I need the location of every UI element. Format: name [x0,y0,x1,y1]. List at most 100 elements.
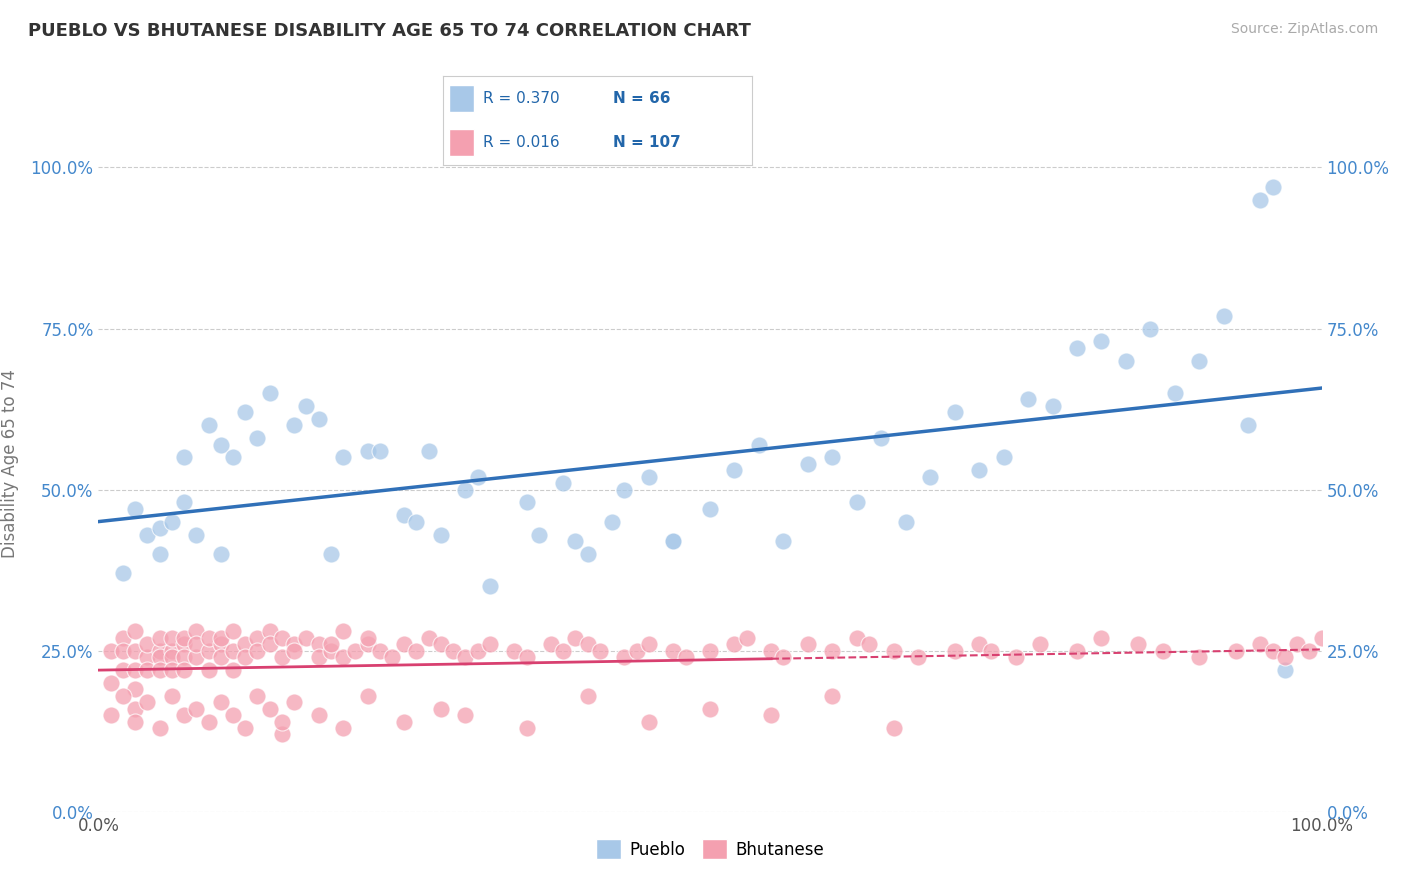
Point [319,643,342,657]
Point [515,650,537,665]
Point [576,547,599,561]
Point [1115,353,1137,368]
Point [173,708,195,723]
Point [259,701,281,715]
Bar [449,129,474,156]
Point [332,450,354,465]
Point [319,637,342,651]
Point [772,650,794,665]
Point [454,708,477,723]
Point [222,450,245,465]
Point [638,714,661,729]
Text: R = 0.016: R = 0.016 [484,136,560,150]
Point [124,643,146,657]
Point [1152,643,1174,657]
Point [540,637,562,651]
Y-axis label: Disability Age 65 to 74: Disability Age 65 to 74 [1,369,20,558]
Point [430,701,453,715]
Point [186,701,208,715]
Point [845,495,868,509]
Point [870,431,893,445]
Point [1249,193,1271,207]
Point [160,650,183,665]
Point [160,643,183,657]
Point [259,624,281,639]
Point [662,534,685,549]
Point [1017,392,1039,407]
Point [478,579,501,593]
Point [699,502,721,516]
Point [233,405,256,419]
Point [503,643,526,657]
Point [1090,334,1112,349]
Point [111,663,134,677]
Point [1139,321,1161,335]
Point [332,650,354,665]
Point [209,547,232,561]
Point [515,721,537,735]
Point [1188,353,1211,368]
Point [392,714,416,729]
Point [967,637,990,651]
Point [1004,650,1026,665]
Point [356,637,378,651]
Point [160,631,183,645]
Point [1237,418,1260,433]
Point [149,663,172,677]
Point [441,643,464,657]
Point [173,495,195,509]
Point [1286,637,1309,651]
Point [160,663,183,677]
Point [111,631,134,645]
Point [368,643,391,657]
Point [626,643,648,657]
Point [124,701,146,715]
Point [1310,631,1333,645]
Point [1261,179,1284,194]
Point [197,418,219,433]
Point [467,469,489,483]
Point [186,650,208,665]
Point [638,469,661,483]
Point [392,508,416,523]
Point [246,689,269,703]
Point [418,631,440,645]
Point [197,663,219,677]
Point [100,708,122,723]
Point [527,527,550,541]
Point [332,721,354,735]
Point [1029,637,1052,651]
Text: PUEBLO VS BHUTANESE DISABILITY AGE 65 TO 74 CORRELATION CHART: PUEBLO VS BHUTANESE DISABILITY AGE 65 TO… [28,22,751,40]
Point [259,637,281,651]
Point [993,450,1015,465]
Point [748,437,770,451]
Point [308,650,330,665]
Point [1188,650,1211,665]
Text: N = 107: N = 107 [613,136,681,150]
Point [124,624,146,639]
Point [356,631,378,645]
Point [270,650,294,665]
Point [418,444,440,458]
Point [1042,399,1064,413]
Point [308,411,330,425]
Point [723,463,745,477]
Point [149,521,172,535]
Point [160,689,183,703]
Point [1128,637,1150,651]
Point [845,631,868,645]
Point [209,650,232,665]
Point [467,643,489,657]
Point [149,547,172,561]
Text: R = 0.370: R = 0.370 [484,91,560,105]
Point [270,714,294,729]
Point [576,637,599,651]
Point [222,643,245,657]
Text: N = 66: N = 66 [613,91,671,105]
Point [246,431,269,445]
Point [283,418,305,433]
Point [662,534,685,549]
Point [368,444,391,458]
Point [883,643,905,657]
Point [980,643,1002,657]
